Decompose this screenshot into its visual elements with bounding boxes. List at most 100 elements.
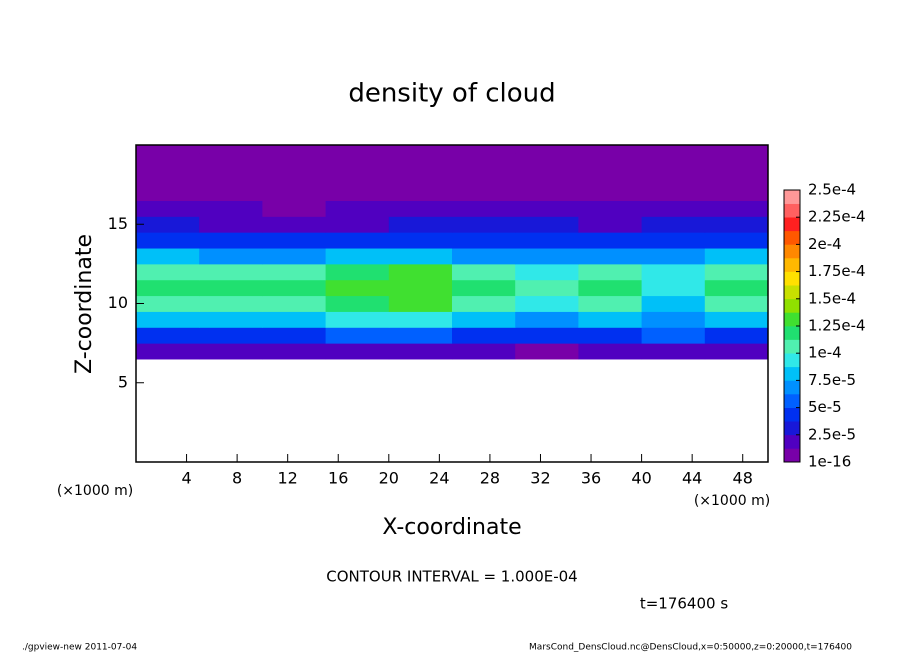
- x-tick-label: 44: [682, 469, 702, 488]
- x-tick-label: 24: [429, 469, 449, 488]
- x-tick-label: 28: [480, 469, 500, 488]
- x-tick-label: 12: [278, 469, 298, 488]
- x-unit: (×1000 m): [694, 493, 770, 509]
- heat-cell: [136, 263, 200, 281]
- heat-cell: [452, 152, 516, 170]
- heat-cell: [641, 216, 706, 233]
- colorbar-box: [784, 394, 800, 408]
- heat-cell: [136, 311, 200, 328]
- chart-title: density of cloud: [348, 79, 555, 109]
- heat-cell: [452, 216, 516, 233]
- heat-cell: [515, 232, 579, 249]
- colorbar-label: 2.5e-4: [808, 181, 856, 199]
- heat-cell: [641, 145, 706, 154]
- heat-cell: [199, 152, 263, 170]
- heat-cell: [578, 327, 643, 344]
- heat-cell: [388, 184, 453, 201]
- heat-cell: [641, 232, 706, 249]
- heat-cell: [199, 295, 263, 312]
- heat-cell: [578, 168, 643, 186]
- heat-cell: [262, 327, 327, 344]
- y-tick-label: 5: [118, 372, 128, 391]
- heat-cell: [262, 152, 327, 170]
- heat-cell: [262, 145, 327, 154]
- heat-cell: [641, 263, 706, 281]
- colorbar-label: 1.25e-4: [808, 317, 866, 335]
- heat-cell: [578, 152, 643, 170]
- colorbar-label: 5e-5: [808, 398, 842, 416]
- heat-cell: [388, 343, 453, 360]
- heat-cell: [704, 311, 768, 328]
- heatmap: [136, 145, 768, 360]
- heat-cell: [704, 184, 768, 201]
- heat-cell: [388, 295, 453, 312]
- heat-cell: [325, 311, 390, 328]
- heat-cell: [136, 145, 200, 154]
- heat-cell: [262, 200, 327, 217]
- heat-cell: [704, 145, 768, 154]
- heat-cell: [199, 343, 263, 360]
- x-tick-label: 20: [379, 469, 399, 488]
- heat-cell: [388, 168, 453, 186]
- heat-cell: [515, 263, 579, 281]
- heat-cell: [578, 184, 643, 201]
- heat-cell: [641, 311, 706, 328]
- colorbar-label: 1.5e-4: [808, 289, 856, 307]
- heat-cell: [262, 184, 327, 201]
- colorbar-box: [784, 203, 800, 218]
- colorbar-box: [784, 421, 800, 436]
- heat-cell: [388, 232, 453, 249]
- heat-cell: [262, 216, 327, 233]
- heat-cell: [136, 295, 200, 312]
- heat-cell: [262, 263, 327, 281]
- heat-cell: [262, 248, 327, 265]
- heat-cell: [452, 248, 516, 265]
- heat-cell: [325, 343, 390, 360]
- colorbar-label: 1e-4: [808, 344, 842, 362]
- footer: ./gpview-new 2011-07-04: [22, 643, 137, 653]
- heat-cell: [578, 311, 643, 328]
- heat-cell: [704, 327, 768, 344]
- heat-cell: [515, 184, 579, 201]
- heat-cell: [199, 248, 263, 265]
- y-tick-label: 15: [108, 214, 128, 233]
- heat-cell: [262, 295, 327, 312]
- heat-cell: [325, 216, 390, 233]
- footer: MarsCond_DensCloud.nc@DensCloud,x=0:5000…: [529, 643, 852, 653]
- heat-cell: [388, 216, 453, 233]
- heat-cell: [515, 248, 579, 265]
- heat-cell: [325, 145, 390, 154]
- heat-cell: [578, 279, 643, 297]
- heat-cell: [452, 184, 516, 201]
- heat-cell: [199, 263, 263, 281]
- heat-cell: [578, 232, 643, 249]
- heat-cell: [325, 279, 390, 297]
- heat-cell: [641, 279, 706, 297]
- heat-cell: [515, 295, 579, 312]
- heat-cell: [199, 327, 263, 344]
- heat-cell: [262, 232, 327, 249]
- heat-cell: [578, 343, 643, 360]
- heat-cell: [452, 168, 516, 186]
- x-axis-label: X-coordinate: [382, 515, 521, 540]
- heat-cell: [388, 311, 453, 328]
- x-tick-label: 40: [631, 469, 651, 488]
- heat-cell: [452, 200, 516, 217]
- heat-cell: [325, 248, 390, 265]
- x-tick-label: 48: [733, 469, 753, 488]
- heat-cell: [325, 232, 390, 249]
- x-tick-label: 8: [232, 469, 242, 488]
- colorbar-label: 2.5e-5: [808, 425, 856, 443]
- heat-cell: [325, 184, 390, 201]
- heat-cell: [641, 248, 706, 265]
- heat-cell: [704, 232, 768, 249]
- colorbar-box: [784, 217, 800, 232]
- heat-cell: [704, 295, 768, 312]
- heat-cell: [388, 152, 453, 170]
- heat-cell: [515, 145, 579, 154]
- colorbar-label: 2.25e-4: [808, 208, 866, 226]
- colorbar-box: [784, 353, 800, 368]
- heat-cell: [515, 168, 579, 186]
- colorbar-box: [784, 366, 800, 381]
